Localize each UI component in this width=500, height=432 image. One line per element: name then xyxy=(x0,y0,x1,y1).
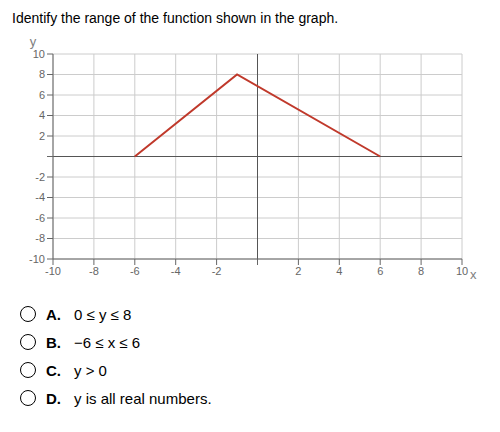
svg-text:-2: -2 xyxy=(212,265,222,277)
svg-text:-4: -4 xyxy=(35,191,45,203)
svg-text:-8: -8 xyxy=(89,265,99,277)
svg-text:6: 6 xyxy=(377,265,383,277)
html-text:0 ≤ y ≤ 8: 0 ≤ y ≤ 8 xyxy=(74,305,132,323)
html-text:C.: C. xyxy=(46,361,61,379)
svg-text:2: 2 xyxy=(39,130,45,142)
svg-text:-4: -4 xyxy=(171,265,181,277)
svg-text:y: y xyxy=(30,34,37,49)
html-text:Identify the range of the func: Identify the range of the function shown… xyxy=(12,10,339,26)
html-text:A.: A. xyxy=(46,305,61,323)
svg-text:-10: -10 xyxy=(29,253,45,265)
svg-text:-2: -2 xyxy=(35,171,45,183)
html-text:D.: D. xyxy=(46,389,61,407)
svg-text:-10: -10 xyxy=(45,265,61,277)
html-text:B.: B. xyxy=(46,333,61,351)
svg-text:-6: -6 xyxy=(130,265,140,277)
svg-text:6: 6 xyxy=(39,89,45,101)
svg-text:8: 8 xyxy=(418,265,424,277)
svg-text:-6: -6 xyxy=(35,212,45,224)
html-text:−6 ≤ x ≤ 6: −6 ≤ x ≤ 6 xyxy=(74,333,141,351)
html-text:y > 0: y > 0 xyxy=(74,361,107,379)
svg-text:-8: -8 xyxy=(35,232,45,244)
svg-text:2: 2 xyxy=(295,265,301,277)
svg-text:4: 4 xyxy=(39,109,45,121)
svg-text:10: 10 xyxy=(456,265,468,277)
html-text:y is all real numbers.: y is all real numbers. xyxy=(74,389,212,407)
svg-text:x: x xyxy=(470,267,477,282)
svg-text:4: 4 xyxy=(336,265,342,277)
svg-text:10: 10 xyxy=(33,48,45,60)
svg-text:8: 8 xyxy=(39,68,45,80)
